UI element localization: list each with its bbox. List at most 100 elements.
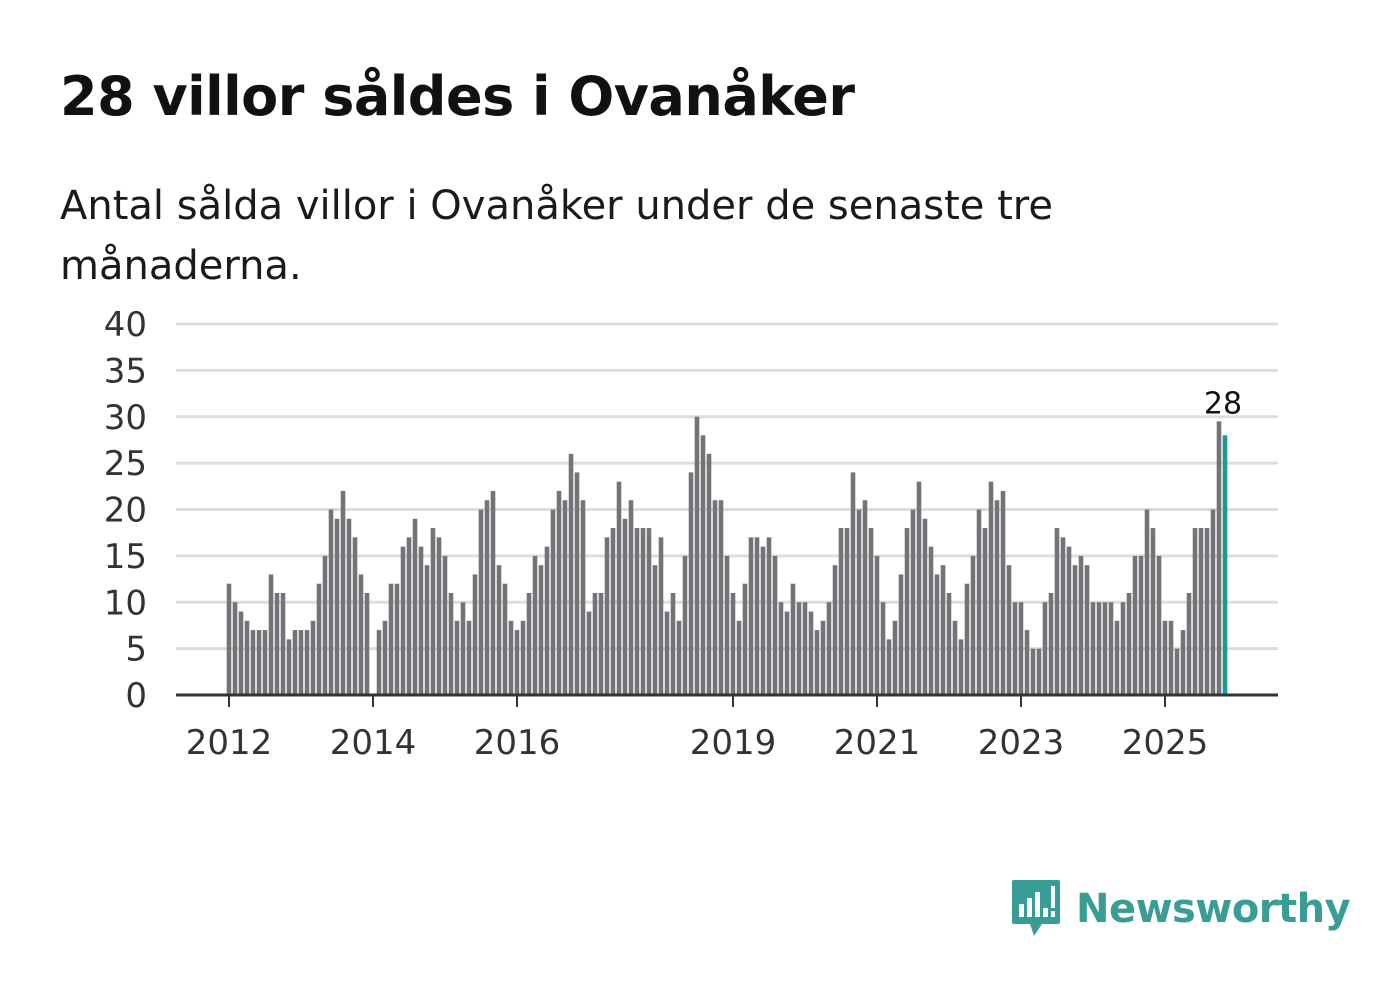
bar [616, 481, 622, 695]
bar [1030, 648, 1036, 695]
bar [826, 602, 832, 695]
bar [868, 528, 874, 695]
bar [232, 602, 238, 695]
bar [502, 583, 508, 695]
bar [808, 611, 814, 695]
x-tick-label: 2016 [474, 723, 561, 763]
bar [844, 528, 850, 695]
axes [176, 693, 1278, 707]
bar-highlight [1222, 435, 1228, 695]
bar [280, 592, 286, 695]
bar [958, 639, 964, 695]
bar [598, 592, 604, 695]
bar [802, 602, 808, 695]
bar [496, 565, 502, 695]
bars [226, 416, 1228, 695]
bar [1138, 555, 1144, 695]
bar [862, 500, 868, 695]
bar [364, 592, 370, 695]
bar [358, 574, 364, 695]
bar [484, 500, 490, 695]
bar [1174, 648, 1180, 695]
bar [1090, 602, 1096, 695]
bar [376, 630, 382, 695]
bar [610, 528, 616, 695]
bar [304, 630, 310, 695]
bar [1084, 565, 1090, 695]
bar [652, 565, 658, 695]
bar [742, 583, 748, 695]
bar [970, 555, 976, 695]
bar [700, 435, 706, 695]
bar [940, 565, 946, 695]
bar [664, 611, 670, 695]
bar [592, 592, 598, 695]
bar [226, 583, 232, 695]
bar [736, 620, 742, 695]
bar [850, 472, 856, 695]
newsworthy-logo-icon [1012, 880, 1060, 936]
bar [910, 509, 916, 695]
bar [556, 490, 562, 695]
bar [790, 583, 796, 695]
bar [1216, 421, 1222, 695]
bar [670, 592, 676, 695]
bar [568, 453, 574, 695]
bar [478, 509, 484, 695]
bar [886, 639, 892, 695]
bar [640, 528, 646, 695]
bar [406, 537, 412, 695]
x-tick-label: 2023 [978, 723, 1065, 763]
x-tick-label: 2012 [186, 723, 273, 763]
bar [952, 620, 958, 695]
bar [1024, 630, 1030, 695]
bar [412, 518, 418, 695]
bar [1054, 528, 1060, 695]
bar [1198, 528, 1204, 695]
bar [394, 583, 400, 695]
bar [766, 537, 772, 695]
bar [1144, 509, 1150, 695]
bar [682, 555, 688, 695]
bar [928, 546, 934, 695]
bar [430, 528, 436, 695]
bar [1162, 620, 1168, 695]
bar [490, 490, 496, 695]
bar [646, 528, 652, 695]
bar [778, 602, 784, 695]
bar [460, 602, 466, 695]
bar [238, 611, 244, 695]
bar [904, 528, 910, 695]
bar [730, 592, 736, 695]
y-tick-label: 5 [125, 630, 147, 670]
bar [628, 500, 634, 695]
bar [418, 546, 424, 695]
bar [718, 500, 724, 695]
bar [1018, 602, 1024, 695]
bar [424, 565, 430, 695]
bar [658, 537, 664, 695]
bar [604, 537, 610, 695]
bar [622, 518, 628, 695]
bar [436, 537, 442, 695]
bar [508, 620, 514, 695]
bar [1096, 602, 1102, 695]
bar [922, 518, 928, 695]
bar [814, 630, 820, 695]
bar [262, 630, 268, 695]
bar [1156, 555, 1162, 695]
bar [388, 583, 394, 695]
bar [292, 630, 298, 695]
bar [442, 555, 448, 695]
bar [340, 490, 346, 695]
bar [1012, 602, 1018, 695]
bar [1102, 602, 1108, 695]
y-tick-label: 40 [104, 305, 147, 345]
bar [352, 537, 358, 695]
bar [1126, 592, 1132, 695]
bar [772, 555, 778, 695]
bar [400, 546, 406, 695]
bar [520, 620, 526, 695]
bar [268, 574, 274, 695]
